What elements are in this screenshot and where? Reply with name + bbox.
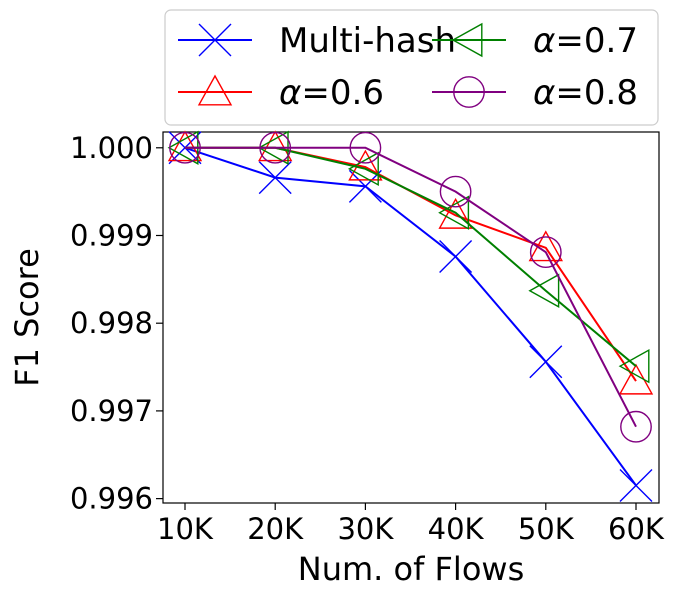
legend-entry: α=0.8 <box>432 73 638 113</box>
x-tick-label: 60K <box>608 512 665 546</box>
data-point-marker <box>258 161 292 195</box>
legend-entry: α=0.6 <box>178 73 384 113</box>
data-point-marker <box>619 468 653 502</box>
legend-marker <box>198 23 232 57</box>
y-tick-label: 0.997 <box>70 394 153 428</box>
legend-text: =0.6 <box>301 73 384 113</box>
legend-label: Multi-hash <box>279 21 456 61</box>
data-point-marker <box>529 345 563 379</box>
legend-text: =0.7 <box>555 21 638 61</box>
x-tick-label: 40K <box>428 512 485 546</box>
data-point-marker <box>167 130 203 162</box>
legend-label: α=0.7 <box>533 21 638 61</box>
x-axis-label: Num. of Flows <box>298 550 524 588</box>
legend-label: α=0.6 <box>279 73 384 113</box>
series-group <box>167 130 654 502</box>
y-axis-label: F1 Score <box>8 248 46 387</box>
data-point-marker <box>349 131 382 164</box>
data-point-marker <box>529 236 562 269</box>
legend-label: α=0.8 <box>533 73 638 113</box>
x-tick-label: 30K <box>337 512 394 546</box>
y-tick-label: 0.999 <box>70 218 153 252</box>
x-tick-label: 50K <box>518 512 575 546</box>
data-point-marker <box>347 151 379 187</box>
data-point-marker <box>438 197 473 229</box>
series-1 <box>167 130 654 395</box>
series-line <box>185 146 637 382</box>
y-tick-label: 1.000 <box>70 131 153 165</box>
data-point-marker <box>439 175 472 208</box>
x-tick-label: 10K <box>157 512 214 546</box>
series-3 <box>169 131 652 443</box>
legend-text: Multi-hash <box>279 21 456 61</box>
legend-marker <box>453 76 485 108</box>
legend-entry: Multi-hash <box>178 21 456 61</box>
y-tick-label: 0.998 <box>70 306 153 340</box>
data-point-marker <box>620 410 652 443</box>
data-point-marker <box>528 273 560 308</box>
legend-entry: α=0.7 <box>432 21 638 61</box>
data-point-marker <box>259 131 292 164</box>
x-axis-ticks: 10K 20K 30K 40K 50K 60K <box>157 503 665 546</box>
data-point-marker <box>439 240 473 274</box>
series-line <box>184 146 637 487</box>
data-point-marker <box>348 169 382 203</box>
legend-box <box>164 9 659 126</box>
data-point-marker <box>169 131 201 164</box>
legend-marker <box>451 22 483 58</box>
data-point-marker <box>438 195 470 230</box>
series-line <box>185 146 637 428</box>
series-line <box>185 146 637 367</box>
legend-text: =0.8 <box>555 73 638 113</box>
data-point-marker <box>528 230 563 262</box>
data-point-marker <box>618 348 650 384</box>
plot-area <box>162 131 660 504</box>
x-tick-label: 20K <box>247 512 304 546</box>
legend-symbol: α <box>533 21 555 61</box>
data-point-marker <box>348 149 383 181</box>
y-axis-ticks: 0.996 0.997 0.998 0.999 1.000 <box>70 131 163 516</box>
legend-marker <box>197 74 233 106</box>
legend-symbol: α <box>279 73 301 113</box>
data-point-marker <box>258 130 293 162</box>
legend-symbol: α <box>533 73 555 113</box>
y-tick-label: 0.996 <box>70 482 153 516</box>
series-0 <box>168 131 653 502</box>
